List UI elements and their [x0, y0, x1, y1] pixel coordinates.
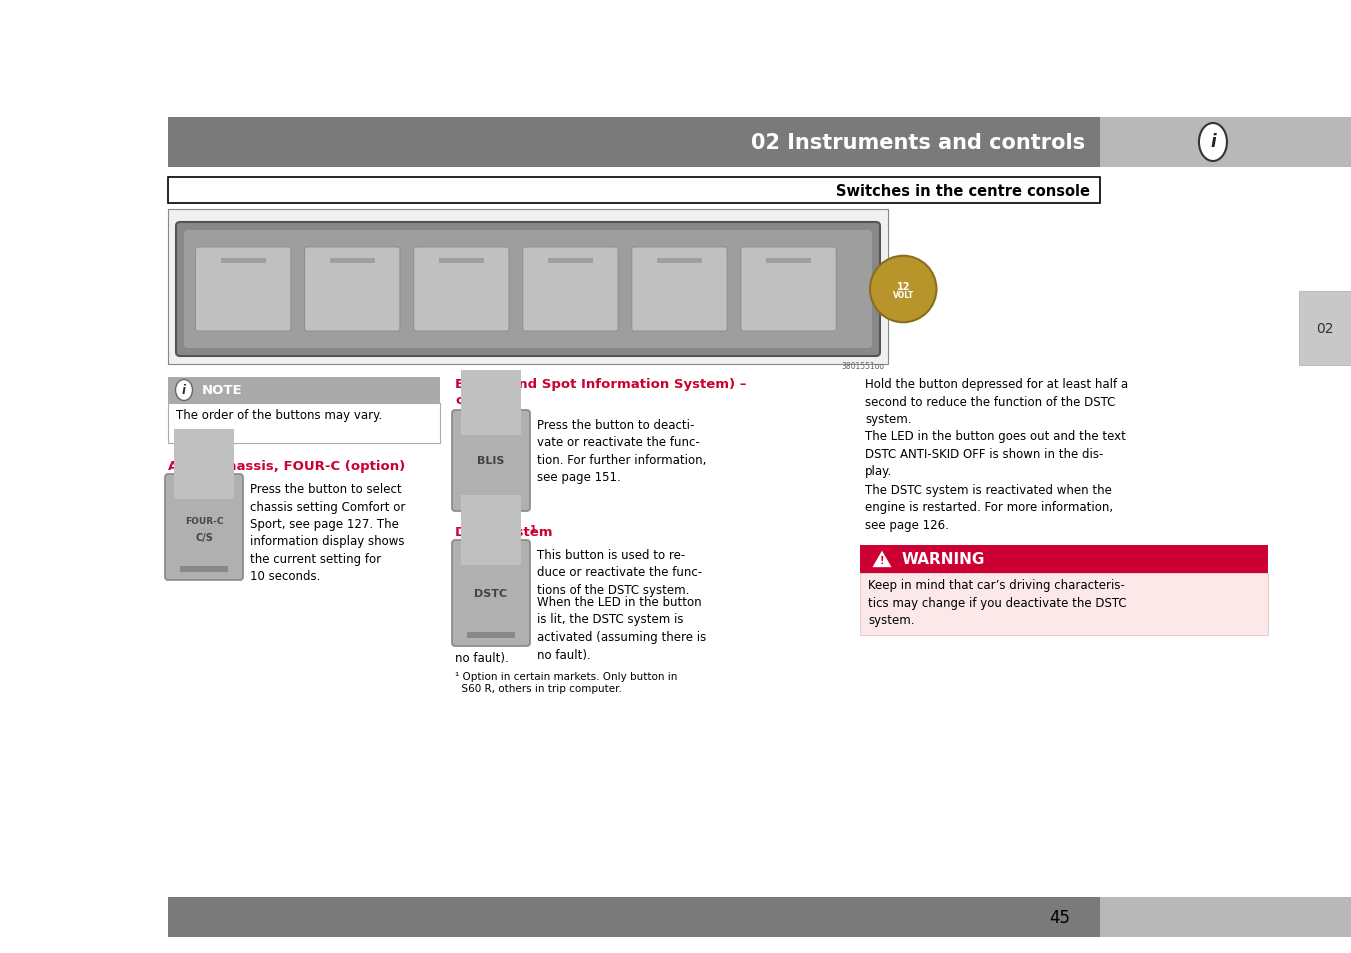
Text: This button is used to re-
duce or reactivate the func-
tions of the DSTC system: This button is used to re- duce or react…: [536, 548, 703, 597]
FancyBboxPatch shape: [523, 248, 619, 332]
Text: 12: 12: [897, 282, 911, 292]
Bar: [330, 258, 374, 264]
Text: Press the button to select
chassis setting Comfort or
Sport, see page 127. The
i: Press the button to select chassis setti…: [250, 482, 405, 583]
Bar: [168, 377, 440, 403]
Text: 02: 02: [1316, 322, 1333, 335]
Text: Switches in the centre console: Switches in the centre console: [836, 183, 1090, 198]
Text: i: i: [1210, 132, 1216, 151]
Text: Press the button to deacti-
vate or reactivate the func-
tion. For further infor: Press the button to deacti- vate or reac…: [536, 418, 707, 484]
Bar: [1100, 897, 1351, 937]
Ellipse shape: [870, 256, 936, 323]
Bar: [861, 574, 1269, 636]
Text: no fault).: no fault).: [455, 651, 509, 664]
Bar: [467, 633, 515, 639]
Text: The DSTC system is reactivated when the
engine is restarted. For more informatio: The DSTC system is reactivated when the …: [865, 483, 1113, 532]
Bar: [168, 118, 1100, 168]
Polygon shape: [871, 550, 893, 568]
Text: option: option: [455, 394, 504, 407]
Text: DSTC: DSTC: [474, 588, 508, 598]
FancyBboxPatch shape: [196, 248, 290, 332]
Text: Hold the button depressed for at least half a
second to reduce the function of t: Hold the button depressed for at least h…: [865, 377, 1128, 426]
Text: 45: 45: [1050, 908, 1070, 926]
Bar: [467, 419, 515, 426]
Text: 3801551oo: 3801551oo: [842, 361, 884, 371]
FancyBboxPatch shape: [165, 475, 243, 580]
Bar: [168, 210, 888, 365]
FancyBboxPatch shape: [453, 540, 530, 646]
Text: BLIS: BLIS: [477, 456, 505, 466]
Bar: [168, 403, 440, 443]
Bar: [220, 258, 266, 264]
Bar: [1100, 118, 1351, 168]
Text: WARNING: WARNING: [902, 552, 985, 567]
Bar: [1300, 292, 1351, 366]
Text: When the LED in the button
is lit, the DSTC system is
activated (assuming there : When the LED in the button is lit, the D…: [536, 596, 707, 660]
Bar: [174, 430, 234, 499]
Text: DSTC system: DSTC system: [455, 525, 553, 538]
Bar: [168, 178, 1100, 204]
Text: The LED in the button goes out and the text
DSTC ANTI-SKID OFF is shown in the d: The LED in the button goes out and the t…: [865, 430, 1125, 477]
Bar: [461, 496, 521, 565]
Bar: [439, 258, 484, 264]
FancyBboxPatch shape: [453, 411, 530, 512]
Text: i: i: [182, 383, 186, 396]
FancyBboxPatch shape: [740, 248, 836, 332]
FancyBboxPatch shape: [632, 248, 727, 332]
Bar: [467, 497, 515, 503]
Text: Active chassis, FOUR-C (option): Active chassis, FOUR-C (option): [168, 459, 405, 473]
Text: C/S: C/S: [195, 533, 213, 542]
Text: 1: 1: [530, 524, 536, 535]
Text: BLIS (Blind Spot Information System) –: BLIS (Blind Spot Information System) –: [455, 377, 747, 391]
Text: FOUR-C: FOUR-C: [185, 517, 223, 526]
Bar: [168, 897, 1100, 937]
Bar: [461, 371, 521, 436]
FancyBboxPatch shape: [176, 223, 880, 356]
Bar: [861, 545, 1269, 574]
Bar: [180, 566, 228, 573]
Bar: [180, 483, 228, 490]
Ellipse shape: [176, 380, 192, 401]
Text: Keep in mind that car’s driving characteris-
tics may change if you deactivate t: Keep in mind that car’s driving characte…: [867, 578, 1127, 626]
Bar: [467, 550, 515, 556]
Bar: [547, 258, 593, 264]
Text: VOLT: VOLT: [893, 292, 913, 300]
Text: NOTE: NOTE: [203, 384, 243, 397]
Text: 02 Instruments and controls: 02 Instruments and controls: [751, 132, 1085, 152]
Ellipse shape: [1198, 124, 1227, 162]
FancyBboxPatch shape: [184, 231, 871, 349]
Bar: [657, 258, 703, 264]
FancyBboxPatch shape: [304, 248, 400, 332]
Text: The order of the buttons may vary.: The order of the buttons may vary.: [176, 409, 382, 421]
Bar: [766, 258, 811, 264]
Text: !: !: [880, 556, 885, 565]
FancyBboxPatch shape: [413, 248, 509, 332]
Text: ¹ Option in certain markets. Only button in
  S60 R, others in trip computer.: ¹ Option in certain markets. Only button…: [455, 671, 677, 694]
